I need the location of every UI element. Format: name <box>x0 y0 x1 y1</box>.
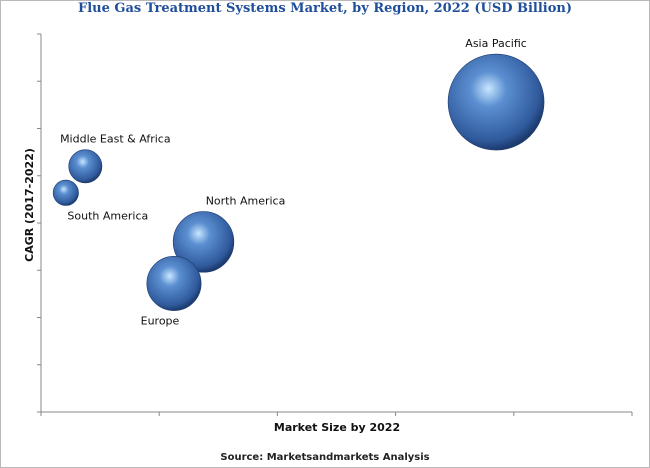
bubble-label-europe: Europe <box>141 315 180 328</box>
bubble-north-america <box>172 211 235 273</box>
axes <box>37 33 633 416</box>
bubble-europe <box>146 256 202 311</box>
source-note: Source: Marketsandmarkets Analysis <box>220 452 430 463</box>
bubble-label-south-america: South America <box>67 209 148 222</box>
bubble-middle-east-africa <box>68 149 103 184</box>
bubble-asia-pacific <box>447 53 545 151</box>
y-axis-title: CAGR (2017-2022) <box>23 148 36 262</box>
bubble-label-north-america: North America <box>206 195 286 208</box>
bubble-label-middle-east-africa: Middle East & Africa <box>60 133 171 146</box>
bubble-labels: Asia Pacific Middle East & Africa South Am… <box>60 37 527 328</box>
bubble-south-america <box>52 179 79 206</box>
chart-title: Flue Gas Treatment Systems Market, by Re… <box>77 1 573 16</box>
bubbles <box>52 53 545 311</box>
x-axis-title: Market Size by 2022 <box>274 421 400 434</box>
bubble-label-asia-pacific: Asia Pacific <box>465 37 527 50</box>
